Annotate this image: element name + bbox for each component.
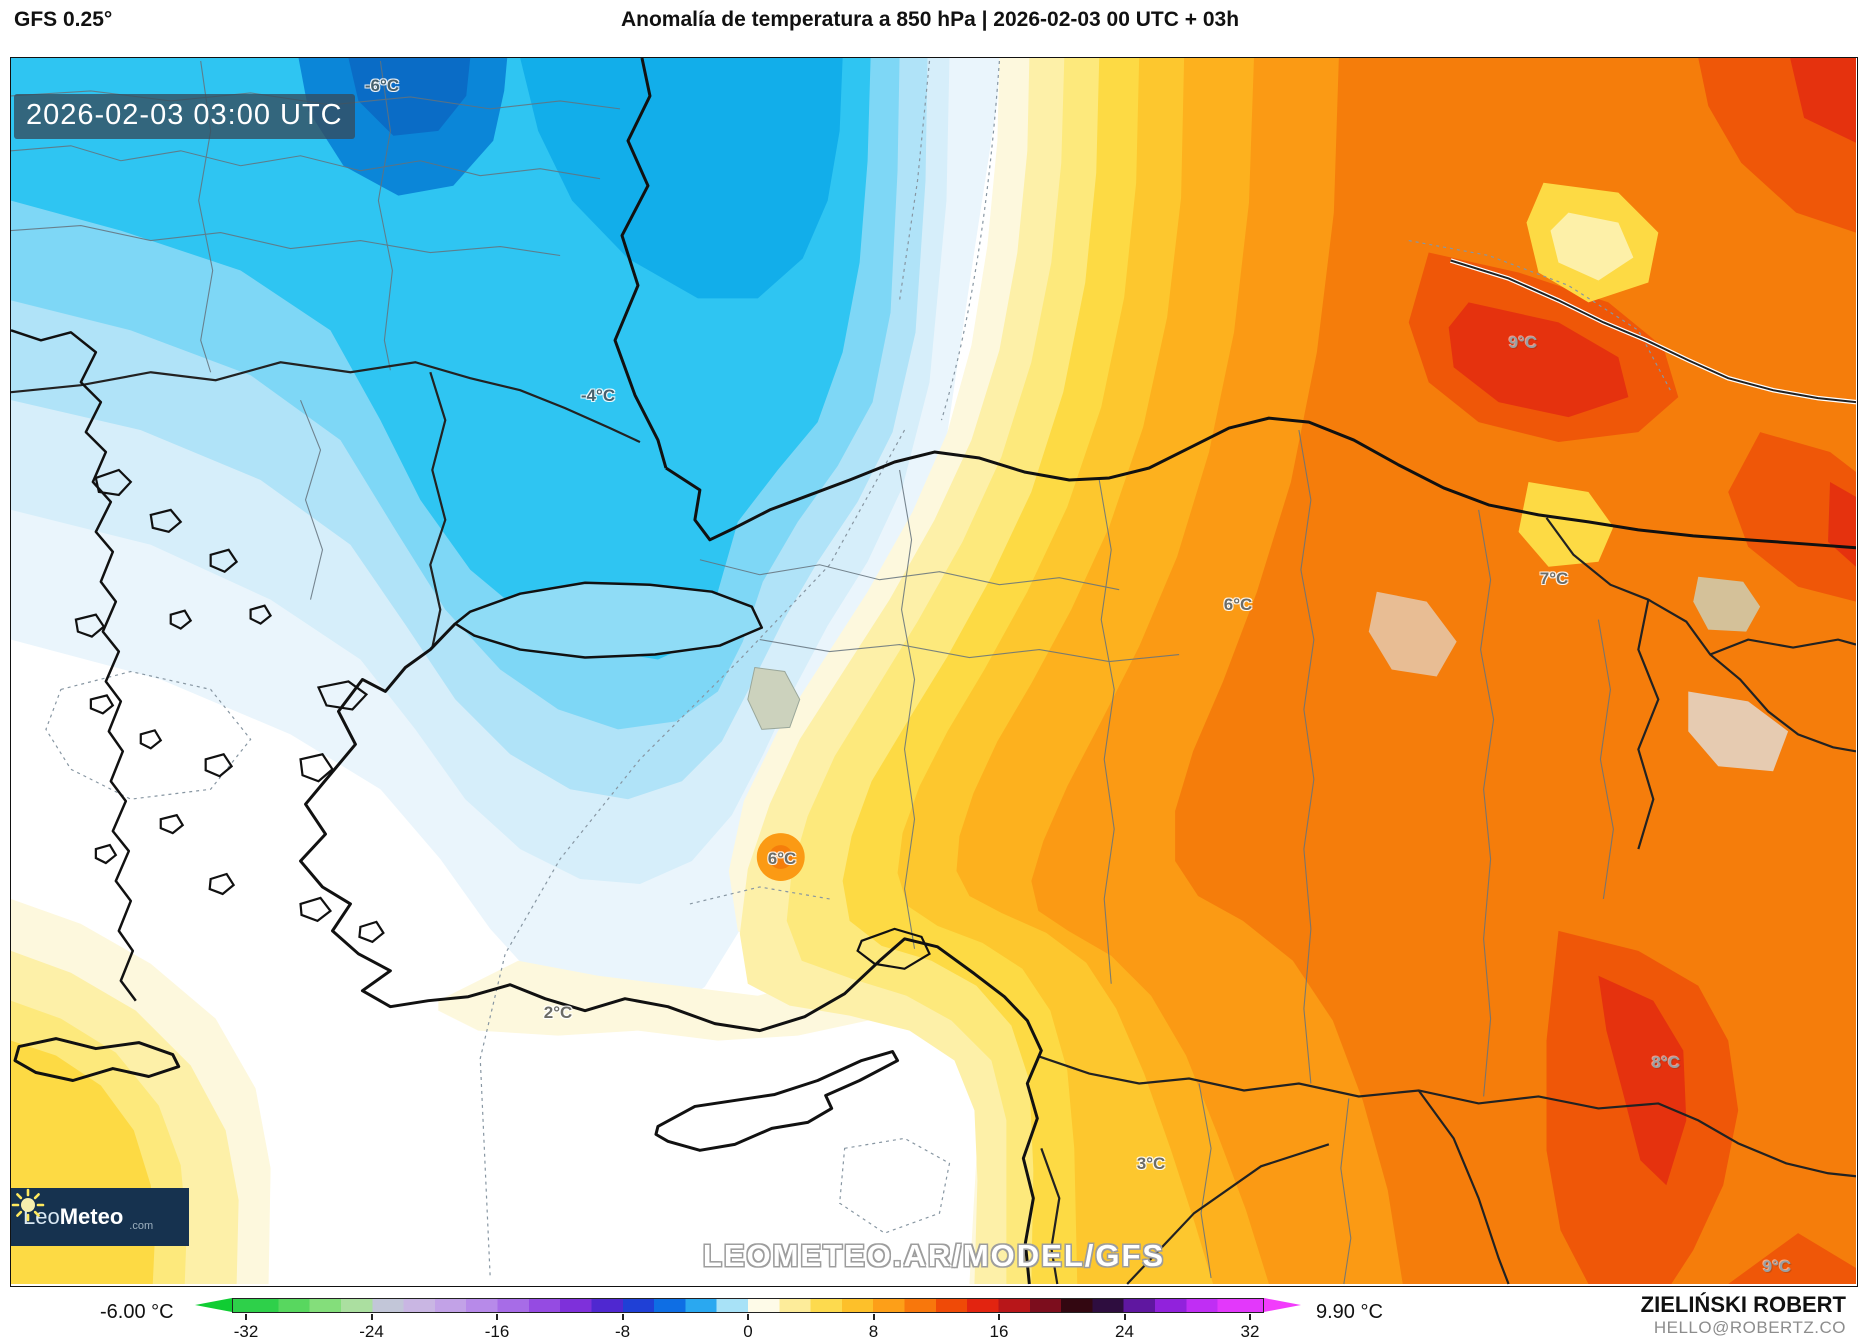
colorbar-gradient	[232, 1298, 1264, 1313]
colorbar-tick-label: 16	[989, 1322, 1009, 1339]
hot-spot-core	[768, 845, 793, 870]
cold-band-6	[520, 58, 843, 299]
red-core-ne	[1448, 302, 1629, 418]
colorbar-tick	[1123, 1314, 1126, 1320]
map-canvas: 2026-02-03 03:00 UTC -6°C -4°C 9°C 7°C 6°C 6°…	[10, 57, 1858, 1287]
colorbar-tick-label: 8	[868, 1322, 879, 1339]
contour-label: -4°C	[580, 386, 616, 405]
colorbar-tick-label: -8	[614, 1322, 631, 1339]
contour-label: 2°C	[543, 1003, 573, 1022]
red-core-corner	[1790, 58, 1856, 143]
colorbar-tick-label: -32	[233, 1322, 259, 1339]
page-title: Anomalía de temperatura a 850 hPa | 2026…	[620, 8, 1240, 31]
country-borders	[11, 361, 1856, 1285]
contour-label: 9°C	[1508, 333, 1538, 352]
coastlines	[11, 58, 1856, 1285]
colorbar-tick-label: 0	[743, 1322, 753, 1339]
contour-label: -6°C	[364, 76, 400, 95]
contour-label: 9°C	[1762, 1257, 1792, 1276]
scale-min-label: -6.00 °C	[100, 1301, 174, 1323]
contour-label: 8°C	[1651, 1053, 1681, 1072]
warm-band-8	[1175, 58, 1856, 1285]
hot-blob-corner-se	[1728, 1233, 1856, 1285]
colorbar-right-arrow	[1264, 1298, 1301, 1312]
island-crete	[13, 1037, 181, 1082]
credit-email: HELLO@ROBERTZ.CO	[1653, 1318, 1846, 1337]
colorbar-tick	[1249, 1314, 1251, 1320]
terrain-patch-2	[1368, 591, 1457, 677]
model-label: GFS 0.25°	[14, 8, 113, 31]
scale-max-label: 9.90 °C	[1316, 1301, 1383, 1323]
colorbar-left-arrow	[195, 1298, 232, 1312]
watermark: LEOMETEO.AR/MODEL/GFS	[702, 1238, 1166, 1273]
colorbar-tick-label: -24	[359, 1322, 384, 1339]
yellow-pocket-1-core	[1550, 212, 1634, 281]
island-cyprus	[654, 1050, 900, 1152]
credit-name: ZIELIŃSKI ROBERT	[1640, 1292, 1846, 1317]
colorbar-tick	[496, 1314, 498, 1320]
logo-text-tld: .com	[129, 1220, 154, 1232]
yellow-pocket-2	[1518, 481, 1614, 567]
coast-blacksea	[665, 416, 1856, 550]
red-core-se	[1598, 975, 1687, 1186]
warm-coastal-strip	[438, 945, 938, 1041]
contour-label: 7°C	[1539, 569, 1569, 588]
colorbar-tick	[998, 1314, 1000, 1320]
colorbar-tick	[747, 1314, 749, 1320]
aegean-islands	[74, 468, 931, 970]
contour-label: 6°C	[767, 849, 797, 868]
anomaly-map	[11, 58, 1856, 1285]
colorbar-tick-label: 24	[1115, 1322, 1134, 1339]
coast-aegean-south	[299, 622, 1043, 1285]
lake-van	[1693, 576, 1761, 632]
colorbar-tick	[245, 1314, 247, 1320]
colorbar-tick	[621, 1314, 624, 1320]
colorbar-tick-label: -16	[484, 1322, 510, 1339]
coast-bulgaria	[613, 58, 668, 469]
sea-of-marmara	[454, 581, 764, 659]
contour-label: 3°C	[1136, 1154, 1166, 1173]
lake-tuz	[747, 666, 801, 730]
colorbar: -32 -24 -16 -8 0 8 16 24 32	[195, 1298, 1301, 1339]
terrain-patch-1	[1688, 691, 1789, 772]
coast-greece	[11, 329, 137, 1002]
leometeo-logo[interactable]: LeoMeteo .com	[11, 1188, 189, 1246]
contour-label: 6°C	[1223, 595, 1253, 614]
hot-blob-e	[1728, 432, 1856, 602]
dashed-contours	[45, 60, 1671, 1279]
logo-text-meteo: Meteo	[59, 1204, 124, 1229]
timestamp-badge: 2026-02-03 03:00 UTC	[14, 94, 355, 139]
colorbar-tick	[370, 1314, 373, 1320]
sun-icon	[11, 1188, 45, 1222]
colorbar-tick-label: 32	[1240, 1322, 1260, 1339]
colorbar-tick	[872, 1314, 875, 1320]
caucasus-border	[1449, 258, 1856, 405]
